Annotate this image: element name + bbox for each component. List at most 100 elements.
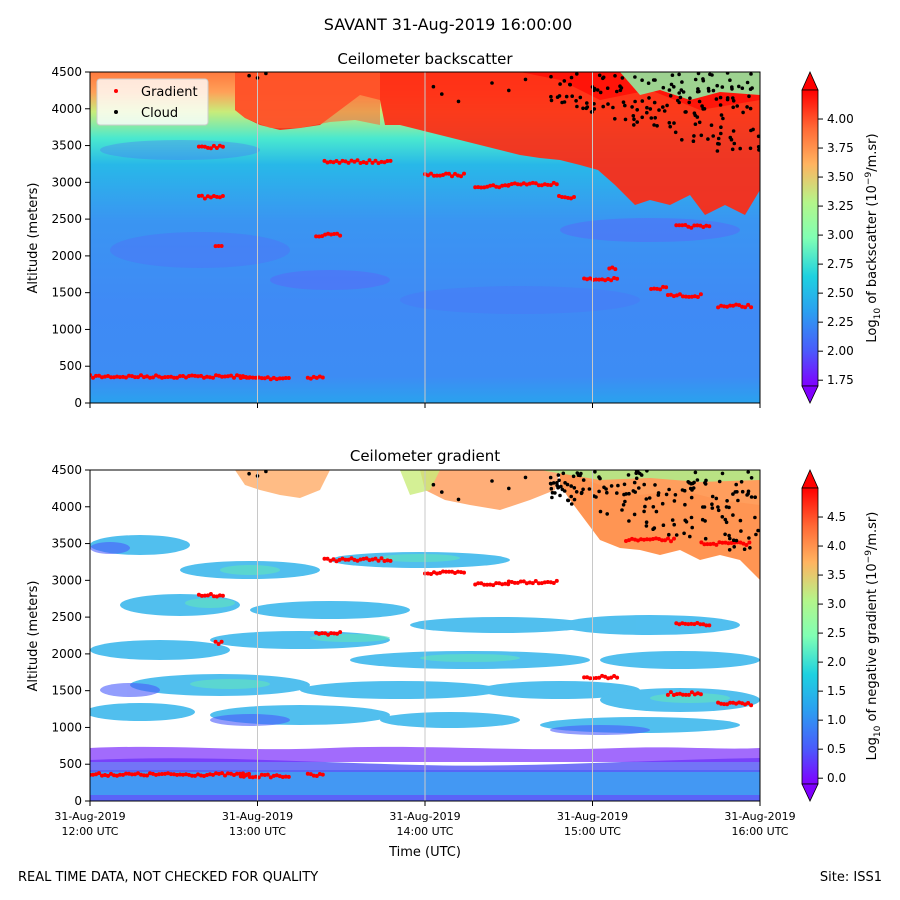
gradient-point — [689, 690, 694, 695]
y-tick-label: 3000 — [51, 175, 82, 189]
gradient-point — [160, 772, 164, 776]
gradient-point — [527, 580, 532, 585]
gradient-point — [193, 373, 197, 378]
cloud-point — [633, 490, 637, 494]
gradient-point — [109, 375, 113, 380]
gradient-point — [172, 772, 176, 777]
cloud-point — [720, 85, 725, 89]
gradient-point — [600, 277, 605, 282]
gradient-point — [473, 582, 478, 587]
gradient-point — [142, 375, 146, 380]
gradient-point — [211, 194, 216, 198]
gradient-point — [692, 223, 697, 228]
gradient-point — [262, 376, 267, 381]
gradient-point — [459, 570, 463, 575]
gradient-point — [109, 771, 113, 776]
gradient-point — [500, 183, 505, 188]
cloud-point — [731, 99, 736, 103]
gradient-point — [352, 557, 357, 562]
cloud-point — [696, 87, 700, 91]
gradient-point — [205, 773, 209, 777]
cloud-point — [645, 110, 649, 115]
gradient-point — [355, 158, 360, 163]
cloud-point — [647, 496, 652, 500]
cloud-point — [710, 494, 715, 499]
gradient-point — [232, 375, 236, 380]
cloud-point — [740, 489, 745, 494]
gradient-point — [666, 536, 670, 541]
cloud-point — [575, 104, 579, 109]
cloud-point — [618, 88, 623, 93]
gradient-point — [214, 373, 218, 378]
cloud-point — [716, 505, 720, 509]
gradient-point — [746, 701, 751, 705]
cloud-point — [756, 528, 760, 533]
cloud-point — [642, 509, 646, 514]
gradient-point — [603, 278, 608, 283]
gradient-point — [479, 581, 484, 586]
y-tick-label: 3000 — [51, 573, 82, 587]
gradient-point — [651, 537, 655, 541]
gradient-point — [661, 284, 666, 289]
gradient-point — [331, 160, 336, 165]
gradient-point — [286, 376, 291, 380]
gradient-point — [175, 375, 179, 380]
gradient-point — [358, 161, 363, 165]
gradient-point — [726, 541, 731, 546]
cloud-point — [639, 473, 644, 477]
gradient-colorbar-ticks: 0.0 0.5 1.0 1.5 2.0 2.5 3.0 3.5 4.0 4.5 — [818, 510, 846, 785]
gradient-point — [205, 145, 210, 150]
gradient-point — [214, 594, 219, 599]
gradient-point — [737, 303, 742, 308]
gradient-point — [196, 144, 201, 149]
cloud-point — [702, 505, 707, 509]
cloud-point — [728, 536, 732, 541]
gradient-point — [118, 772, 122, 777]
gradient-point — [265, 772, 270, 777]
gradient-point — [582, 276, 587, 281]
gradient-point — [704, 623, 709, 628]
gradient-point — [317, 234, 322, 239]
gradient-xlabel: Time (UTC) — [388, 845, 461, 860]
gradient-point — [103, 374, 107, 379]
cloud-point — [688, 486, 693, 491]
gradient-point — [332, 232, 337, 236]
cloud-point — [717, 142, 721, 146]
gradient-point — [352, 159, 357, 164]
gradient-point — [115, 374, 119, 379]
cloud-point — [598, 476, 602, 481]
cloud-point — [264, 470, 268, 474]
y-tick-label: 3500 — [51, 537, 82, 551]
cloud-point — [605, 490, 609, 495]
gradient-point — [112, 375, 116, 380]
gradient-point — [133, 772, 137, 777]
gradient-point — [103, 773, 107, 777]
cloud-point — [667, 121, 672, 125]
cloud-point — [731, 105, 735, 110]
cloud-point — [264, 72, 268, 76]
gradient-point — [491, 583, 496, 588]
cloud-point — [456, 497, 461, 502]
gradient-point — [211, 772, 215, 777]
cloud-point — [725, 96, 730, 100]
cloud-point — [597, 489, 601, 494]
gradient-point — [223, 773, 227, 778]
gradient-point — [160, 375, 164, 380]
cloud-point — [592, 107, 597, 111]
gradient-point — [241, 771, 245, 776]
cloud-point — [721, 116, 725, 121]
cloud-point — [605, 86, 610, 90]
gradient-point — [737, 700, 742, 705]
gradient-point — [560, 195, 564, 199]
gradient-point — [358, 557, 363, 562]
cloud-point — [732, 545, 736, 549]
gradient-point — [613, 267, 618, 272]
gradient-point — [148, 771, 152, 776]
gradient-point — [441, 569, 445, 574]
gradient-point — [606, 676, 611, 681]
cloud-point — [564, 94, 569, 99]
cloud-point — [606, 102, 610, 106]
cloud-point — [700, 104, 704, 108]
cloud-point — [635, 120, 639, 124]
cloud-point — [456, 99, 461, 104]
